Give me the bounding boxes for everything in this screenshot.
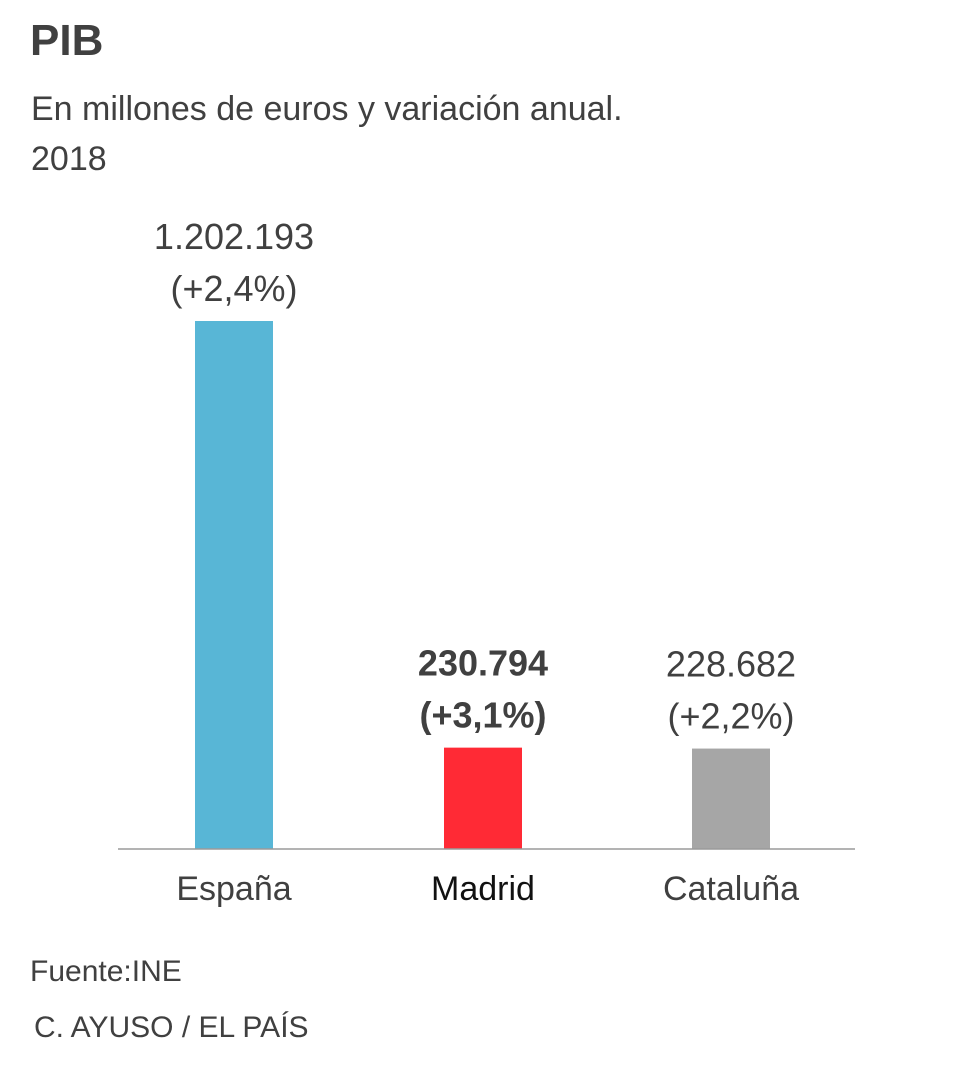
category-labels-group: España Madrid Cataluña [176,870,799,908]
chart-subtitle: En millones de euros y variación anual. … [31,84,931,184]
category-label-2: Madrid [431,870,535,908]
chart-title: PIB [30,16,104,65]
source-note: Fuente:INE [30,955,182,988]
credit-note: C. AYUSO / EL PAÍS [34,1011,309,1044]
bar-2 [444,747,522,849]
bars-group [195,321,770,849]
category-label-3: Cataluña [663,870,799,908]
value-label-2: 230.794 [418,643,548,684]
change-label-2: (+3,1%) [419,695,546,736]
value-label-1: 1.202.193 [154,216,314,257]
subtitle-line-2: 2018 [31,140,107,178]
change-label-3: (+2,2%) [667,696,794,737]
value-labels-group: 1.202.193 (+2,4%) 230.794 (+3,1%) 228.682 (+2… [154,216,796,737]
subtitle-line-1: En millones de euros y variación anual. [31,90,623,128]
category-label-1: España [176,870,291,908]
bar-1 [195,321,273,849]
value-label-3: 228.682 [666,644,796,685]
change-label-1: (+2,4%) [170,268,297,309]
bar-3 [692,748,770,849]
